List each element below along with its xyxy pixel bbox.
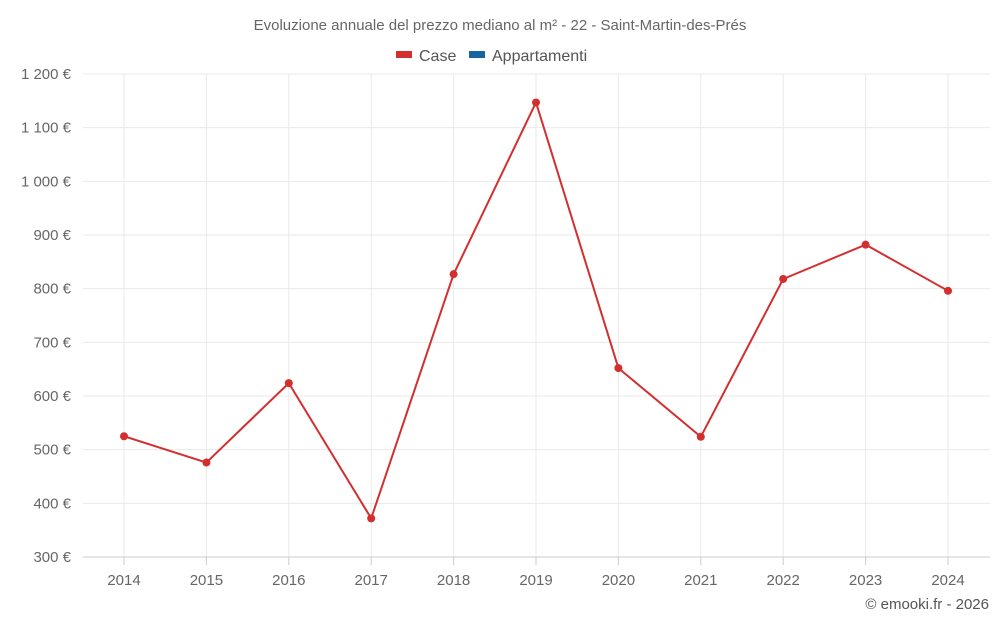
x-tick-label: 2023: [849, 572, 882, 589]
chart-title: Evoluzione annuale del prezzo mediano al…: [254, 17, 747, 34]
y-tick-label: 700 €: [33, 334, 71, 351]
data-point[interactable]: [861, 240, 870, 249]
y-tick-label: 800 €: [33, 281, 71, 298]
y-tick-label: 500 €: [33, 442, 71, 459]
data-point[interactable]: [202, 458, 211, 467]
series-layer: [120, 98, 952, 523]
legend-item-case[interactable]: Case: [396, 48, 456, 65]
x-tick-label: 2016: [272, 572, 305, 589]
data-point[interactable]: [284, 379, 293, 388]
x-tick-label: 2017: [355, 572, 388, 589]
legend-swatch-case: [396, 51, 412, 58]
legend-label-appartamenti: Appartamenti: [492, 48, 587, 65]
legend-swatch-appartamenti: [469, 51, 485, 58]
data-point[interactable]: [696, 432, 705, 441]
legend[interactable]: Case Appartamenti: [396, 48, 587, 65]
x-tick-label: 2019: [519, 572, 552, 589]
x-tick-label: 2018: [437, 572, 470, 589]
legend-label-case: Case: [419, 48, 456, 65]
x-tick-label: 2020: [602, 572, 635, 589]
legend-item-appartamenti[interactable]: Appartamenti: [469, 48, 587, 65]
y-axis-labels: 300 € 400 € 500 € 600 € 700 € 800 € 900 € 1 000…: [21, 66, 72, 566]
x-axis-labels: 2014 2015 2016 2017 2018 2019 2020 2021 2022 2023…: [107, 572, 964, 589]
data-point[interactable]: [779, 275, 788, 284]
data-point[interactable]: [367, 514, 376, 523]
x-gridlines: [123, 74, 949, 557]
data-point[interactable]: [120, 432, 128, 441]
data-point[interactable]: [449, 270, 458, 279]
data-point[interactable]: [532, 98, 540, 107]
credit-text: © emooki.fr - 2026: [865, 596, 989, 613]
y-tick-label: 900 €: [33, 227, 71, 244]
y-tick-label: 300 €: [33, 549, 71, 566]
x-tick-label: 2015: [190, 572, 223, 589]
y-tick-label: 600 €: [33, 388, 71, 405]
x-tick-label: 2021: [684, 572, 717, 589]
y-tick-label: 1 100 €: [21, 120, 72, 137]
x-tick-label: 2014: [107, 572, 140, 589]
data-point[interactable]: [614, 364, 623, 373]
data-point[interactable]: [944, 286, 952, 295]
y-tick-label: 1 200 €: [21, 66, 72, 83]
x-axis-ticks: [123, 557, 949, 565]
x-tick-label: 2024: [931, 572, 964, 589]
x-tick-label: 2022: [767, 572, 800, 589]
y-tick-label: 1 000 €: [21, 173, 72, 190]
y-tick-label: 400 €: [33, 495, 71, 512]
